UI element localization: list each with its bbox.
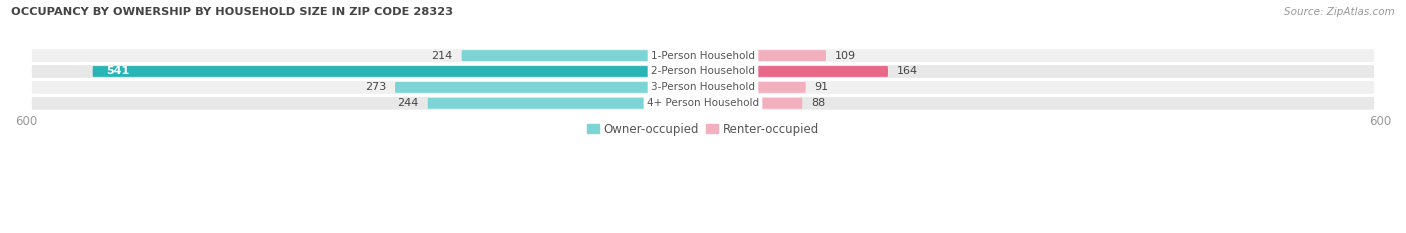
Text: OCCUPANCY BY OWNERSHIP BY HOUSEHOLD SIZE IN ZIP CODE 28323: OCCUPANCY BY OWNERSHIP BY HOUSEHOLD SIZE… (11, 7, 453, 17)
Text: 91: 91 (814, 82, 828, 93)
FancyBboxPatch shape (93, 66, 703, 77)
Text: 541: 541 (107, 66, 129, 76)
FancyBboxPatch shape (461, 50, 703, 61)
FancyBboxPatch shape (427, 98, 703, 109)
Text: 2-Person Household: 2-Person Household (651, 66, 755, 76)
FancyBboxPatch shape (703, 66, 889, 77)
Text: 273: 273 (364, 82, 387, 93)
Text: 109: 109 (835, 51, 856, 61)
FancyBboxPatch shape (703, 50, 825, 61)
FancyBboxPatch shape (32, 81, 1374, 94)
Text: 164: 164 (897, 66, 918, 76)
Text: 4+ Person Household: 4+ Person Household (647, 98, 759, 108)
FancyBboxPatch shape (32, 97, 1374, 110)
Text: 214: 214 (432, 51, 453, 61)
Legend: Owner-occupied, Renter-occupied: Owner-occupied, Renter-occupied (582, 118, 824, 140)
Text: 1-Person Household: 1-Person Household (651, 51, 755, 61)
FancyBboxPatch shape (395, 82, 703, 93)
FancyBboxPatch shape (703, 98, 803, 109)
FancyBboxPatch shape (703, 82, 806, 93)
Text: 244: 244 (398, 98, 419, 108)
Text: Source: ZipAtlas.com: Source: ZipAtlas.com (1284, 7, 1395, 17)
Text: 88: 88 (811, 98, 825, 108)
FancyBboxPatch shape (32, 65, 1374, 78)
FancyBboxPatch shape (32, 49, 1374, 62)
Text: 3-Person Household: 3-Person Household (651, 82, 755, 93)
